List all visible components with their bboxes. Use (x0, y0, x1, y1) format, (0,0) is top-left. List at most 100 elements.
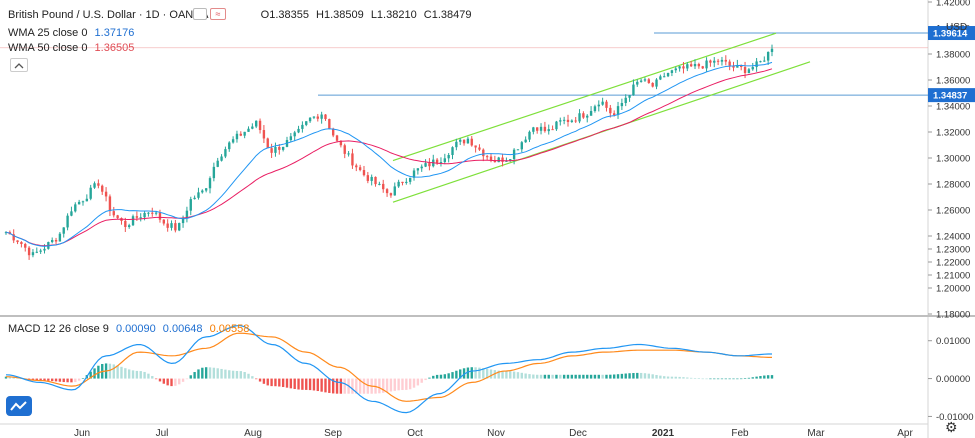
macd-histogram-bar (689, 377, 693, 379)
macd-histogram-bar (47, 378, 50, 381)
candle-body (528, 131, 531, 140)
candle-body (247, 128, 250, 132)
candle-body (370, 176, 373, 181)
macd-histogram-bar (97, 365, 100, 379)
macd-histogram-bar (204, 367, 208, 379)
candle-body (570, 120, 574, 122)
candle-body (220, 156, 223, 161)
macd-histogram-bar (728, 378, 731, 380)
macd-hist-value: 0.00090 (115, 323, 156, 335)
macd-histogram-bar (131, 370, 135, 379)
candle-body (663, 76, 666, 78)
macd-histogram-bar (124, 368, 127, 379)
macd-histogram-bar (593, 374, 597, 379)
macd-histogram-bar (378, 378, 381, 394)
macd-histogram-bar (628, 373, 631, 379)
wma50-legend[interactable]: WMA 50 close 0 1.36505 (8, 42, 138, 54)
macd-histogram-bar (62, 378, 65, 383)
month-label: Mar (807, 428, 825, 438)
macd-histogram-bar (197, 369, 200, 379)
candle-body (412, 170, 416, 178)
candle-body (759, 61, 762, 63)
candle-body (189, 199, 192, 211)
collapse-legend-button[interactable] (10, 58, 28, 72)
macd-histogram-bar (308, 378, 312, 391)
candle-body (532, 127, 535, 132)
macd-histogram-bar (362, 378, 366, 394)
price-tick-label: 1.38000 (936, 50, 970, 61)
macd-histogram-bar (120, 366, 123, 379)
macd-histogram-bar (747, 377, 751, 379)
price-tick-label: 1.34000 (936, 102, 970, 113)
green-dot-icon[interactable] (193, 8, 207, 20)
price-tag-label: 1.34837 (933, 91, 967, 102)
macd-histogram-bar (212, 367, 216, 379)
macd-histogram-bar (609, 374, 612, 379)
macd-histogram-bar (12, 377, 15, 379)
candle-body (358, 167, 362, 171)
macd-histogram-bar (547, 374, 550, 379)
candle-body (559, 120, 562, 122)
candle-body (543, 126, 547, 132)
macd-signal-value: 0.00558 (209, 323, 250, 335)
candle-body (151, 212, 154, 214)
macd-histogram-bar (697, 378, 701, 379)
wma25-legend[interactable]: WMA 25 close 0 1.37176 (8, 27, 138, 39)
candle-body (736, 64, 739, 68)
macd-histogram-bar (562, 374, 566, 379)
candle-body (124, 220, 127, 227)
macd-histogram-bar (597, 374, 600, 379)
tradingview-logo-icon[interactable] (6, 396, 32, 416)
macd-histogram-bar (755, 376, 758, 379)
macd-histogram-bar (543, 374, 547, 379)
macd-histogram-bar (170, 378, 173, 387)
macd-histogram-bar (705, 378, 708, 380)
candle-body (193, 197, 196, 200)
macd-histogram-bar (455, 370, 458, 379)
candle-body (266, 138, 269, 149)
macd-histogram-bar (266, 378, 269, 386)
candle-body (636, 81, 639, 85)
candle-body (686, 64, 689, 69)
macd-legend[interactable]: MACD 12 26 close 9 0.00090 0.00648 0.005… (8, 323, 253, 335)
macd-histogram-bar (335, 378, 339, 394)
ohlc-low: L1.38210 (370, 9, 417, 21)
macd-histogram-bar (54, 378, 58, 382)
candle-body (520, 142, 523, 150)
macd-histogram-bar (224, 369, 227, 379)
macd-histogram-bar (189, 375, 192, 379)
macd-histogram-bar (601, 374, 604, 379)
macd-histogram-bar (647, 373, 651, 379)
wave-icon[interactable]: ≈ (210, 8, 226, 20)
candle-body (539, 126, 543, 131)
macd-histogram-bar (693, 378, 697, 379)
macd-histogram-bar (297, 378, 300, 390)
macd-histogram-bar (8, 376, 12, 379)
candles-group (4, 44, 774, 260)
price-tick-label: 1.28000 (936, 180, 970, 191)
macd-histogram-bar (574, 374, 577, 379)
candle-body (466, 138, 470, 144)
candle-body (274, 146, 277, 153)
macd-histogram-bar (4, 376, 8, 379)
month-label: 2021 (652, 428, 675, 438)
macd-histogram-bar (651, 374, 654, 379)
candle-body (51, 239, 54, 243)
symbol-title[interactable]: British Pound / U.S. Dollar · 1D · OANDA (8, 9, 209, 21)
month-label: Dec (569, 428, 587, 438)
macd-histogram-bar (516, 372, 520, 379)
candle-body (401, 181, 404, 184)
macd-histogram-bar (713, 378, 716, 380)
candle-body (66, 215, 69, 228)
macd-histogram-bar (482, 368, 485, 379)
candle-body (208, 178, 212, 189)
candle-body (12, 234, 15, 241)
macd-histogram-bar (151, 376, 154, 379)
candle-body (447, 155, 450, 159)
candle-body (578, 113, 581, 122)
macd-histogram-bar (112, 364, 115, 379)
gear-icon[interactable]: ⚙ (945, 419, 958, 435)
macd-histogram-bar (116, 365, 119, 379)
macd-histogram-bar (405, 378, 408, 390)
